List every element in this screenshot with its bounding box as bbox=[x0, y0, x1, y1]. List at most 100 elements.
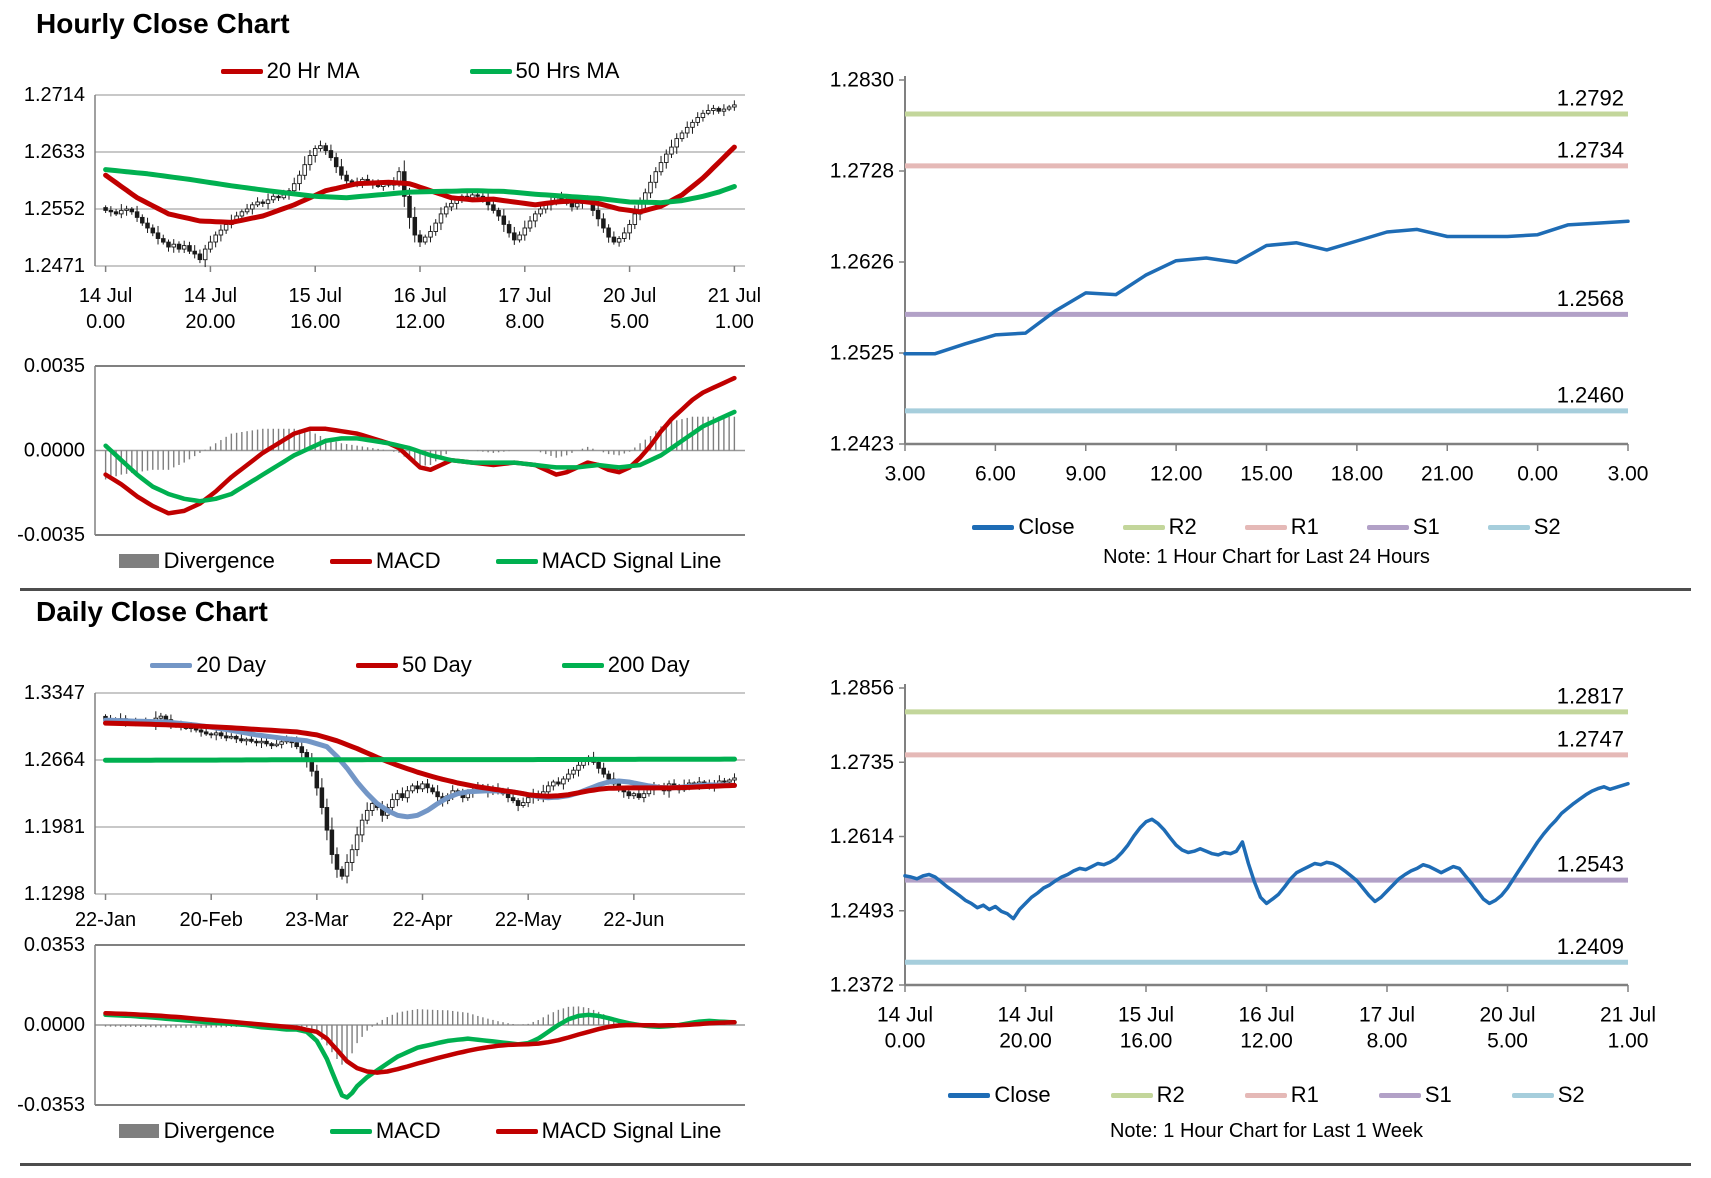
line-swatch-icon bbox=[1244, 524, 1287, 530]
svg-text:0.0035: 0.0035 bbox=[24, 355, 85, 377]
daily-section-title: Daily Close Chart bbox=[36, 596, 268, 627]
hourly-pivot-close-chart: 1.2830 1.2728 1.2626 1.2525 1.2423 3.00 6.00 9.… bbox=[830, 69, 1649, 486]
svg-text:16 Jul: 16 Jul bbox=[393, 285, 446, 307]
hourly-section-title: Hourly Close Chart bbox=[36, 8, 290, 39]
svg-text:21.00: 21.00 bbox=[1421, 463, 1474, 486]
line-swatch-icon bbox=[150, 662, 193, 668]
svg-text:15.00: 15.00 bbox=[1240, 463, 1293, 486]
svg-text:1.2747: 1.2747 bbox=[1557, 726, 1624, 751]
daily-macd-chart: 0.0353 0.0000 -0.0353 bbox=[17, 934, 745, 1116]
svg-text:15 Jul: 15 Jul bbox=[1118, 1004, 1174, 1027]
legend-item-s2: S2 bbox=[1511, 1082, 1585, 1108]
svg-text:20 Jul: 20 Jul bbox=[603, 285, 656, 307]
line-swatch-icon bbox=[561, 662, 604, 668]
svg-text:1.1981: 1.1981 bbox=[24, 816, 85, 838]
line-swatch-icon bbox=[1244, 1092, 1287, 1098]
svg-text:1.2714: 1.2714 bbox=[24, 84, 85, 106]
svg-text:22-May: 22-May bbox=[495, 909, 562, 931]
weekly-pivot-close-chart: 1.2856 1.2735 1.2614 1.2493 1.2372 14 Jul 0.00… bbox=[830, 677, 1656, 1053]
legend-item-divergence: Divergence bbox=[118, 1118, 275, 1144]
line-swatch-icon bbox=[1487, 524, 1530, 530]
svg-text:1.2830: 1.2830 bbox=[830, 69, 894, 92]
line-swatch-icon bbox=[1122, 524, 1165, 530]
legend-item-s1: S1 bbox=[1366, 514, 1440, 540]
svg-text:12.00: 12.00 bbox=[395, 311, 445, 333]
svg-text:1.2543: 1.2543 bbox=[1557, 852, 1624, 877]
svg-text:5.00: 5.00 bbox=[1487, 1030, 1528, 1053]
svg-text:8.00: 8.00 bbox=[1367, 1030, 1408, 1053]
line-swatch-icon bbox=[356, 662, 399, 668]
svg-text:1.2423: 1.2423 bbox=[830, 433, 894, 456]
legend-item-r2: R2 bbox=[1122, 514, 1197, 540]
svg-text:0.0000: 0.0000 bbox=[24, 1014, 85, 1036]
svg-text:1.2460: 1.2460 bbox=[1557, 382, 1624, 407]
line-swatch-icon bbox=[329, 1128, 372, 1134]
legend-item-close: Close bbox=[972, 514, 1075, 540]
line-swatch-icon bbox=[329, 558, 372, 564]
line-swatch-icon bbox=[948, 1092, 991, 1098]
svg-text:20.00: 20.00 bbox=[185, 311, 235, 333]
svg-text:1.2734: 1.2734 bbox=[1557, 137, 1624, 162]
daily-candlestick-chart: 1.3347 1.2664 1.1981 1.1298 22-Jan 20-Feb 23-M… bbox=[24, 682, 745, 931]
bar-swatch-icon bbox=[118, 554, 159, 568]
daily-macd-legend: Divergence MACD MACD Signal Line bbox=[95, 1118, 745, 1144]
legend-item-50hr-ma: 50 Hrs MA bbox=[469, 58, 619, 84]
line-swatch-icon bbox=[469, 68, 512, 74]
svg-text:16 Jul: 16 Jul bbox=[1238, 1004, 1294, 1027]
svg-text:1.00: 1.00 bbox=[715, 311, 754, 333]
svg-text:20-Feb: 20-Feb bbox=[179, 909, 242, 931]
line-swatch-icon bbox=[495, 558, 538, 564]
svg-text:16.00: 16.00 bbox=[1120, 1030, 1173, 1053]
svg-text:1.2626: 1.2626 bbox=[830, 251, 894, 274]
note-weekly: Note: 1 Hour Chart for Last 1 Week bbox=[1109, 1120, 1424, 1142]
svg-text:1.2792: 1.2792 bbox=[1557, 85, 1624, 110]
svg-text:1.2614: 1.2614 bbox=[830, 825, 895, 848]
svg-text:3.00: 3.00 bbox=[885, 463, 926, 486]
legend-item-divergence: Divergence bbox=[118, 548, 275, 574]
legend-item-close: Close bbox=[948, 1082, 1051, 1108]
svg-text:1.2471: 1.2471 bbox=[24, 255, 85, 277]
svg-text:1.3347: 1.3347 bbox=[24, 682, 85, 704]
svg-text:15 Jul: 15 Jul bbox=[289, 285, 342, 307]
svg-text:1.2728: 1.2728 bbox=[830, 160, 894, 183]
svg-text:0.00: 0.00 bbox=[885, 1030, 926, 1053]
svg-text:1.2633: 1.2633 bbox=[24, 141, 85, 163]
svg-text:0.0353: 0.0353 bbox=[24, 934, 85, 956]
legend-item-macd: MACD bbox=[329, 548, 441, 574]
svg-text:17 Jul: 17 Jul bbox=[498, 285, 551, 307]
legend-item-r1: R1 bbox=[1244, 1082, 1319, 1108]
legend-item-r2: R2 bbox=[1110, 1082, 1185, 1108]
bar-swatch-icon bbox=[118, 1124, 159, 1138]
svg-text:20.00: 20.00 bbox=[999, 1030, 1052, 1053]
svg-text:6.00: 6.00 bbox=[975, 463, 1016, 486]
svg-text:1.2664: 1.2664 bbox=[24, 749, 85, 771]
line-swatch-icon bbox=[972, 524, 1015, 530]
hourly-candle-legend: 20 Hr MA 50 Hrs MA bbox=[95, 58, 745, 84]
svg-text:1.2372: 1.2372 bbox=[830, 974, 894, 997]
legend-item-macd-signal: MACD Signal Line bbox=[495, 548, 721, 574]
line-swatch-icon bbox=[220, 68, 263, 74]
svg-text:22-Jun: 22-Jun bbox=[603, 909, 664, 931]
svg-text:-0.0353: -0.0353 bbox=[17, 1094, 85, 1116]
line-swatch-icon bbox=[1378, 1092, 1421, 1098]
legend-item-50day: 50 Day bbox=[356, 652, 472, 678]
hourly-candlestick-chart: 1.2714 1.2633 1.2552 1.2471 14 Jul 0.00 14 Jul… bbox=[24, 84, 761, 333]
legend-item-20day: 20 Day bbox=[150, 652, 266, 678]
legend-item-s2: S2 bbox=[1487, 514, 1561, 540]
svg-text:9.00: 9.00 bbox=[1065, 463, 1106, 486]
svg-text:0.00: 0.00 bbox=[1517, 463, 1558, 486]
section-divider bbox=[20, 588, 1691, 591]
svg-text:16.00: 16.00 bbox=[290, 311, 340, 333]
svg-text:20 Jul: 20 Jul bbox=[1479, 1004, 1535, 1027]
svg-text:14 Jul: 14 Jul bbox=[877, 1004, 933, 1027]
svg-text:22-Jan: 22-Jan bbox=[75, 909, 136, 931]
legend-item-macd: MACD bbox=[329, 1118, 441, 1144]
svg-text:12.00: 12.00 bbox=[1150, 463, 1203, 486]
svg-text:1.2493: 1.2493 bbox=[830, 899, 894, 922]
svg-text:21 Jul: 21 Jul bbox=[708, 285, 761, 307]
svg-text:-0.0035: -0.0035 bbox=[17, 524, 85, 546]
svg-text:0.0000: 0.0000 bbox=[24, 440, 85, 462]
hourly-macd-chart: 0.0035 0.0000 -0.0035 bbox=[17, 355, 745, 546]
svg-text:23-Mar: 23-Mar bbox=[285, 909, 349, 931]
